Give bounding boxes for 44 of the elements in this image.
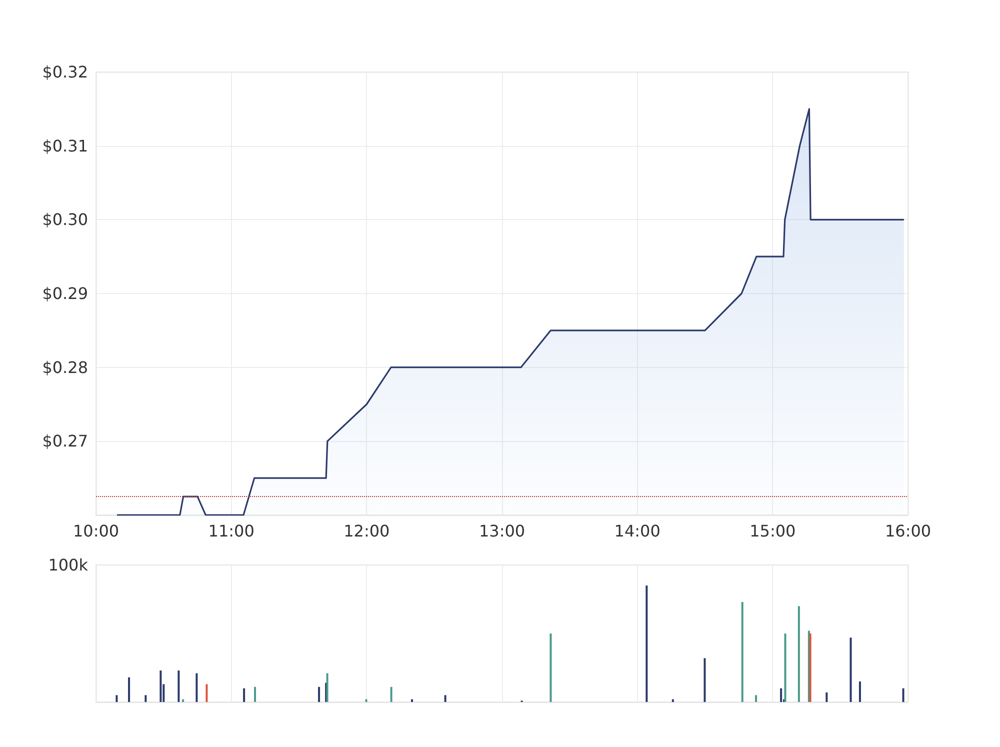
bar xyxy=(809,634,812,702)
bar xyxy=(741,602,744,702)
y-tick-label: $0.32 xyxy=(42,62,88,82)
bar xyxy=(902,688,904,702)
bar xyxy=(444,695,446,702)
x-tick-label: 14:00 xyxy=(614,522,660,540)
y-tick-label: $0.31 xyxy=(42,136,88,156)
bar xyxy=(206,684,208,702)
x-tick-label: 15:00 xyxy=(750,522,796,540)
x-tick-label: 16:00 xyxy=(884,522,932,540)
bar xyxy=(390,686,392,702)
bar xyxy=(755,695,758,702)
bar xyxy=(243,688,246,702)
y-tick-label: $0.28 xyxy=(42,358,88,377)
bar xyxy=(182,699,184,702)
bar xyxy=(850,638,852,702)
bar xyxy=(254,686,256,702)
bar xyxy=(550,634,552,702)
y-tick-label: $0.27 xyxy=(42,432,88,451)
y-tick-label: $0.29 xyxy=(42,284,88,303)
bar xyxy=(178,670,180,702)
bar xyxy=(128,677,130,702)
bar xyxy=(196,673,198,702)
x-tick-label: 12:00 xyxy=(344,522,390,540)
bar xyxy=(798,606,800,702)
x-tick-label: 13:00 xyxy=(478,522,526,540)
bar xyxy=(858,681,861,702)
bar xyxy=(704,658,706,702)
bar xyxy=(411,699,414,702)
bar xyxy=(780,688,782,702)
y-tick-label: 100k xyxy=(48,556,89,574)
bar xyxy=(318,686,320,702)
x-tick-label: 11:00 xyxy=(208,522,254,540)
bar xyxy=(326,673,328,702)
bar xyxy=(646,586,648,702)
bar xyxy=(116,695,118,702)
bar xyxy=(365,699,368,702)
bar xyxy=(672,699,674,702)
bar xyxy=(784,634,786,702)
bar xyxy=(826,692,828,702)
bar xyxy=(144,695,147,702)
y-tick-label: $0.30 xyxy=(42,210,88,230)
bar xyxy=(160,670,162,702)
x-tick-label: 10:00 xyxy=(72,522,120,540)
